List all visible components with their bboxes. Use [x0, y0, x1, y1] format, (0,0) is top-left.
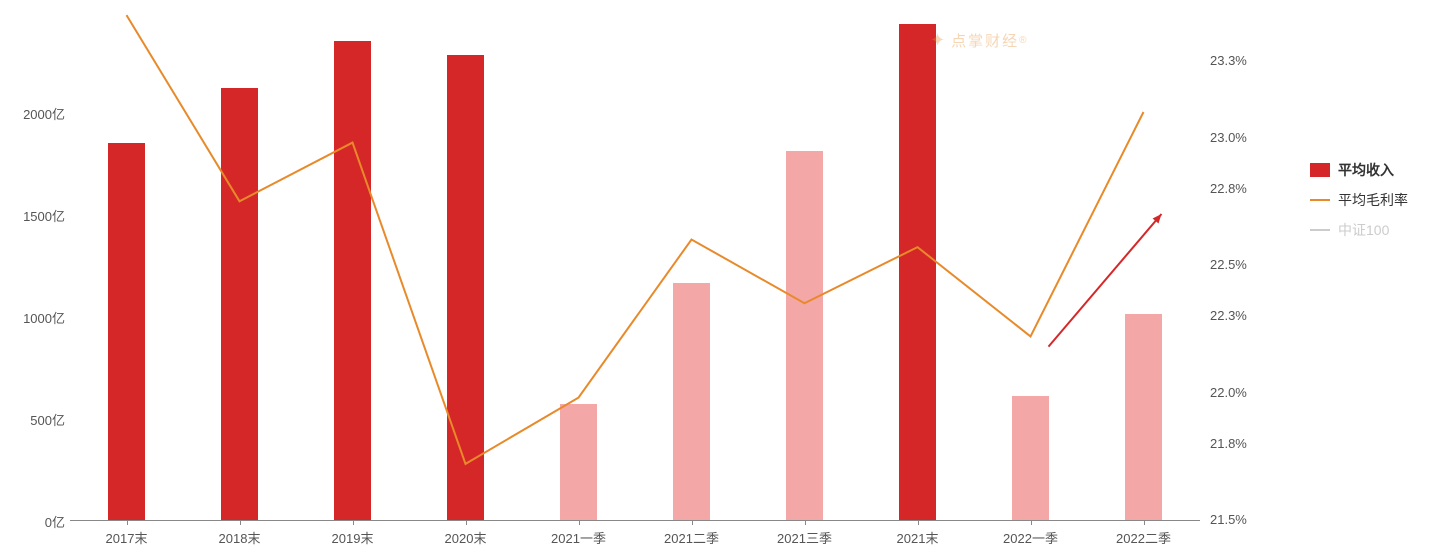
x-tick-label: 2022一季 — [1003, 528, 1058, 547]
y-right-tick-label: 22.8% — [1210, 181, 1270, 196]
legend-item[interactable]: 中证100 — [1310, 220, 1408, 240]
y-right-tick-label: 22.0% — [1210, 385, 1270, 400]
x-tick-label: 2021末 — [897, 528, 939, 547]
y-right-tick-label: 21.8% — [1210, 436, 1270, 451]
y-left-tick-label: 500亿 — [5, 410, 65, 429]
trend-arrow — [70, 10, 1200, 520]
x-tick-label: 2018末 — [219, 528, 261, 547]
x-tick-label: 2021三季 — [777, 528, 832, 547]
y-left-tick-label: 1000亿 — [5, 308, 65, 327]
x-tick-mark — [1031, 520, 1032, 525]
watermark-sup: ® — [1019, 35, 1028, 46]
y-right-tick-label: 21.5% — [1210, 512, 1270, 527]
legend-line-icon — [1310, 199, 1330, 201]
legend-label: 平均收入 — [1338, 160, 1394, 180]
x-tick-label: 2019末 — [332, 528, 374, 547]
y-right-tick-label: 23.3% — [1210, 53, 1270, 68]
legend-swatch — [1310, 163, 1330, 177]
x-tick-mark — [353, 520, 354, 525]
x-tick-mark — [579, 520, 580, 525]
watermark-text: 点掌财经 — [951, 30, 1019, 51]
y-right-tick-label: 22.5% — [1210, 257, 1270, 272]
plot-area — [70, 10, 1200, 520]
y-right-tick-label: 22.3% — [1210, 308, 1270, 323]
x-tick-mark — [466, 520, 467, 525]
x-tick-mark — [1144, 520, 1145, 525]
x-tick-label: 2022二季 — [1116, 528, 1171, 547]
x-tick-label: 2021二季 — [664, 528, 719, 547]
chart-container: 0亿 500亿 1000亿 1500亿 2000亿 21.5% 21.8% 22.0% 22.3… — [0, 0, 1444, 551]
x-tick-label: 2020末 — [445, 528, 487, 547]
legend: 平均收入平均毛利率中证100 — [1310, 160, 1408, 250]
watermark: ✦点掌财经® — [930, 30, 1028, 51]
watermark-icon: ✦ — [930, 30, 947, 51]
x-tick-label: 2017末 — [106, 528, 148, 547]
legend-label: 平均毛利率 — [1338, 190, 1408, 210]
x-tick-mark — [240, 520, 241, 525]
x-tick-label: 2021一季 — [551, 528, 606, 547]
legend-item[interactable]: 平均收入 — [1310, 160, 1408, 180]
y-left-tick-label: 2000亿 — [5, 104, 65, 123]
y-left-tick-label: 1500亿 — [5, 206, 65, 225]
legend-item[interactable]: 平均毛利率 — [1310, 190, 1408, 210]
legend-line-icon — [1310, 229, 1330, 231]
x-tick-mark — [805, 520, 806, 525]
y-right-tick-label: 23.0% — [1210, 130, 1270, 145]
legend-label: 中证100 — [1338, 220, 1389, 240]
x-tick-mark — [692, 520, 693, 525]
y-left-tick-label: 0亿 — [5, 512, 65, 531]
x-tick-mark — [918, 520, 919, 525]
x-tick-mark — [127, 520, 128, 525]
